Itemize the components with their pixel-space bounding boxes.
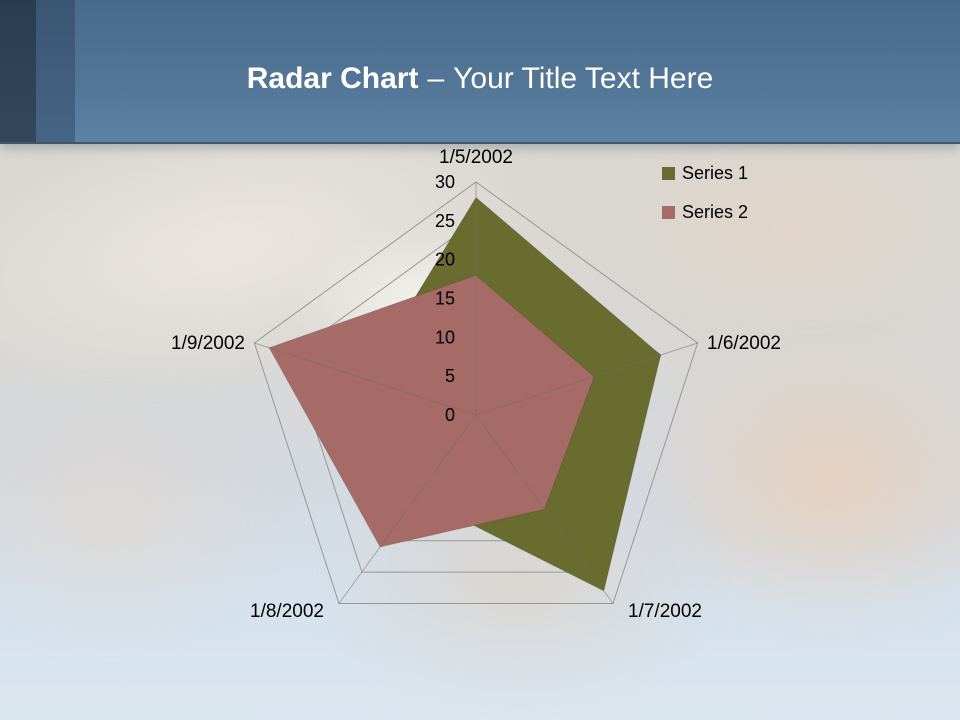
category-label-0: 1/5/2002 <box>439 147 513 168</box>
legend-swatch-icon <box>662 166 675 180</box>
radial-tick-label-20: 20 <box>435 250 455 270</box>
slide-title-rest: Your Title Text Here <box>453 62 714 95</box>
photo-finger-shape <box>620 122 960 332</box>
chart-legend: Series 1 Series 2 <box>662 160 748 238</box>
radial-tick-label-5: 5 <box>445 366 455 386</box>
title-band: Radar Chart – Your Title Text Here <box>0 0 960 144</box>
category-label-1: 1/6/2002 <box>707 333 781 354</box>
category-axis-labels: 1/5/2002 1/6/2002 1/7/2002 1/8/2002 1/9/2002 <box>171 147 781 622</box>
legend-item-series-1: Series 1 <box>662 160 748 186</box>
category-label-4: 1/9/2002 <box>171 333 245 354</box>
radar-spoke-4 <box>254 342 477 416</box>
radial-axis-tick-labels: 0 5 10 15 20 25 30 <box>435 172 455 425</box>
radar-axis-spokes <box>254 182 698 604</box>
radial-tick-label-0: 0 <box>445 405 455 425</box>
legend-label: Series 2 <box>682 201 749 222</box>
slide-title-separator: – <box>427 62 445 95</box>
legend-label: Series 1 <box>682 162 749 183</box>
legend-swatch-icon <box>662 205 675 219</box>
photo-arm-shape <box>0 392 290 642</box>
radar-spoke-3 <box>338 414 477 604</box>
left-stripe-medium <box>36 0 75 142</box>
legend-item-series-2: Series 2 <box>662 199 748 225</box>
category-label-2: 1/7/2002 <box>628 601 702 622</box>
radial-tick-label-15: 15 <box>435 289 455 309</box>
series-2-area <box>268 274 595 548</box>
radial-tick-label-25: 25 <box>435 211 455 231</box>
radar-series-areas <box>268 196 662 592</box>
radial-tick-label-10: 10 <box>435 327 455 347</box>
radar-spoke-1 <box>475 342 698 416</box>
slide-title-bold: Radar Chart <box>246 62 419 95</box>
radial-tick-label-30: 30 <box>435 172 455 192</box>
left-stripe-dark <box>0 0 36 142</box>
slide-title: Radar Chart – Your Title Text Here <box>0 62 960 96</box>
radar-spoke-2 <box>475 414 614 604</box>
radar-ring-30 <box>253 181 699 604</box>
category-label-3: 1/8/2002 <box>250 601 324 622</box>
